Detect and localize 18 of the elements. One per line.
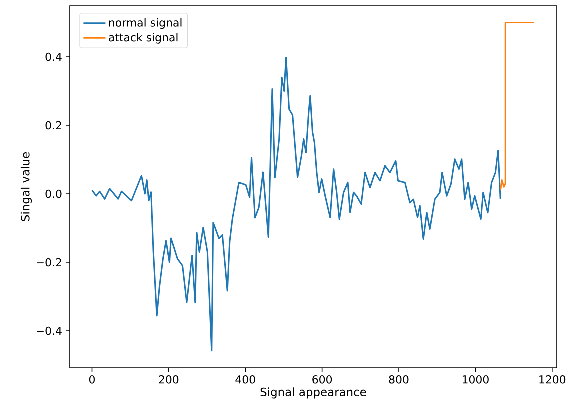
line-series — [91, 56, 502, 352]
x-tick-label: 400 — [236, 376, 256, 384]
y-axis-title: Singal value — [20, 152, 32, 222]
x-tick-label: 600 — [312, 376, 332, 384]
y-tick-label: 0.0 — [46, 190, 62, 198]
x-tick-label: 800 — [389, 376, 409, 384]
y-tick-label: −0.4 — [37, 326, 62, 336]
legend-label: normal signal — [109, 18, 182, 30]
x-tick-label: 1000 — [462, 376, 489, 384]
x-tick-label: 1200 — [540, 376, 566, 384]
line-series — [500, 22, 535, 192]
x-tick-label: 200 — [159, 376, 179, 384]
x-tick-label: 0 — [89, 376, 95, 384]
y-tick-label: −0.2 — [37, 258, 62, 267]
x-axis-title: Signal appearance — [260, 388, 366, 399]
y-tick-label: 0.2 — [46, 121, 62, 130]
legend-label: attack signal — [109, 33, 178, 44]
y-tick-label: 0.4 — [46, 52, 62, 62]
